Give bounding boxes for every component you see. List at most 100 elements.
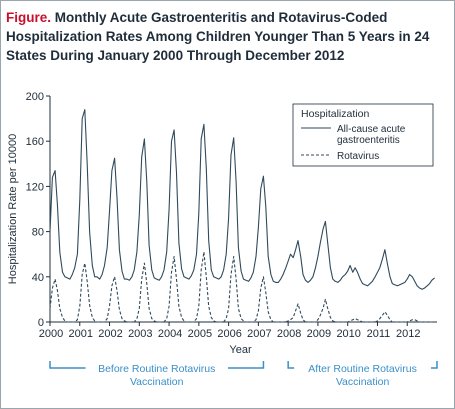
- data-point-rotavirus: [325, 299, 326, 300]
- data-point-all-cause: [126, 279, 127, 280]
- data-point-rotavirus: [57, 290, 58, 291]
- data-point-all-cause: [253, 272, 254, 273]
- data-point-rotavirus: [260, 288, 261, 289]
- data-point-all-cause: [350, 265, 351, 266]
- data-point-all-cause: [166, 252, 167, 253]
- data-point-all-cause: [352, 272, 353, 273]
- data-point-all-cause: [332, 279, 333, 280]
- data-point-rotavirus: [119, 309, 120, 310]
- data-point-all-cause: [357, 272, 358, 273]
- data-point-rotavirus: [198, 306, 199, 307]
- data-point-rotavirus: [184, 321, 185, 322]
- data-point-all-cause: [146, 182, 147, 183]
- data-point-rotavirus: [263, 276, 264, 277]
- y-tick-label: 40: [32, 272, 44, 284]
- data-point-all-cause: [372, 281, 373, 282]
- data-point-rotavirus: [151, 318, 152, 319]
- data-point-rotavirus: [97, 322, 98, 323]
- data-point-rotavirus: [89, 305, 90, 306]
- data-point-rotavirus: [87, 281, 88, 282]
- data-point-rotavirus: [221, 322, 222, 323]
- data-point-rotavirus: [144, 263, 145, 264]
- legend-entry-label: All-cause acute: [337, 124, 406, 135]
- data-point-all-cause: [295, 249, 296, 250]
- data-point-all-cause: [208, 240, 209, 241]
- data-point-all-cause: [243, 279, 244, 280]
- data-point-all-cause: [97, 276, 98, 277]
- data-point-rotavirus: [204, 252, 205, 253]
- figure-label: Figure.: [6, 10, 52, 25]
- legend-entry-label: Rotavirus: [337, 151, 379, 162]
- data-point-rotavirus: [122, 318, 123, 319]
- data-point-all-cause: [290, 254, 291, 255]
- data-point-all-cause: [104, 265, 105, 266]
- data-point-rotavirus: [360, 321, 361, 322]
- data-point-rotavirus: [303, 319, 304, 320]
- data-point-all-cause: [308, 282, 309, 283]
- data-point-rotavirus: [213, 321, 214, 322]
- data-point-rotavirus: [94, 321, 95, 322]
- data-point-rotavirus: [169, 306, 170, 307]
- data-point-rotavirus: [298, 304, 299, 305]
- data-point-rotavirus: [139, 308, 140, 309]
- data-point-rotavirus: [278, 322, 279, 323]
- figure-title: Figure. Monthly Acute Gastroenteritis an…: [6, 8, 446, 65]
- data-point-all-cause: [407, 279, 408, 280]
- data-point-rotavirus: [338, 322, 339, 323]
- data-point-rotavirus: [77, 319, 78, 320]
- data-point-rotavirus: [84, 263, 85, 264]
- data-point-all-cause: [385, 249, 386, 250]
- data-point-rotavirus: [134, 322, 135, 323]
- data-point-all-cause: [137, 252, 138, 253]
- data-point-rotavirus: [186, 322, 187, 323]
- data-point-all-cause: [184, 276, 185, 277]
- data-point-rotavirus: [419, 322, 420, 323]
- x-tick-label: 2000: [39, 328, 63, 340]
- data-point-rotavirus: [345, 322, 346, 323]
- x-tick-label: 2007: [247, 328, 271, 340]
- data-point-all-cause: [84, 109, 85, 110]
- data-point-rotavirus: [335, 322, 336, 323]
- data-point-rotavirus: [308, 322, 309, 323]
- bracket-label: Vaccination: [130, 376, 184, 388]
- data-point-all-cause: [419, 288, 420, 289]
- data-point-rotavirus: [107, 318, 108, 319]
- data-point-all-cause: [278, 282, 279, 283]
- data-point-all-cause: [67, 278, 68, 279]
- data-point-rotavirus: [129, 322, 130, 323]
- data-point-rotavirus: [350, 321, 351, 322]
- data-point-all-cause: [323, 229, 324, 230]
- chart-axes: 0 40 80 120 160 200 2000 2001 2002 2003 2004 2005 20…: [7, 91, 437, 356]
- data-point-rotavirus: [102, 322, 103, 323]
- data-point-rotavirus: [179, 306, 180, 307]
- data-point-all-cause: [427, 285, 428, 286]
- x-tick-label: 2006: [217, 328, 241, 340]
- data-point-rotavirus: [394, 322, 395, 323]
- data-point-all-cause: [87, 163, 88, 164]
- x-tick-label: 2012: [396, 328, 420, 340]
- data-point-all-cause: [434, 278, 435, 279]
- data-point-all-cause: [92, 265, 93, 266]
- data-point-all-cause: [382, 258, 383, 259]
- x-tick-label: 2003: [128, 328, 152, 340]
- legend-title: Hospitalization: [301, 108, 369, 120]
- data-point-all-cause: [365, 284, 366, 285]
- period-brackets: Before Routine RotavirusVaccinationAfter…: [49, 360, 438, 388]
- data-point-rotavirus: [126, 322, 127, 323]
- data-point-rotavirus: [50, 308, 51, 309]
- figure-header: Figure. Monthly Acute Gastroenteritis an…: [1, 1, 452, 69]
- data-point-rotavirus: [114, 276, 115, 277]
- data-point-all-cause: [107, 247, 108, 248]
- data-point-all-cause: [79, 200, 80, 201]
- data-point-all-cause: [124, 279, 125, 280]
- data-point-rotavirus: [390, 319, 391, 320]
- data-point-all-cause: [288, 261, 289, 262]
- legend-entry-label: gastroenteritis: [337, 135, 400, 146]
- data-point-rotavirus: [72, 322, 73, 323]
- data-point-rotavirus: [208, 306, 209, 307]
- x-tick-label: 2009: [307, 328, 331, 340]
- data-point-rotavirus: [246, 322, 247, 323]
- data-point-rotavirus: [216, 322, 217, 323]
- data-point-all-cause: [119, 249, 120, 250]
- data-point-rotavirus: [434, 322, 435, 323]
